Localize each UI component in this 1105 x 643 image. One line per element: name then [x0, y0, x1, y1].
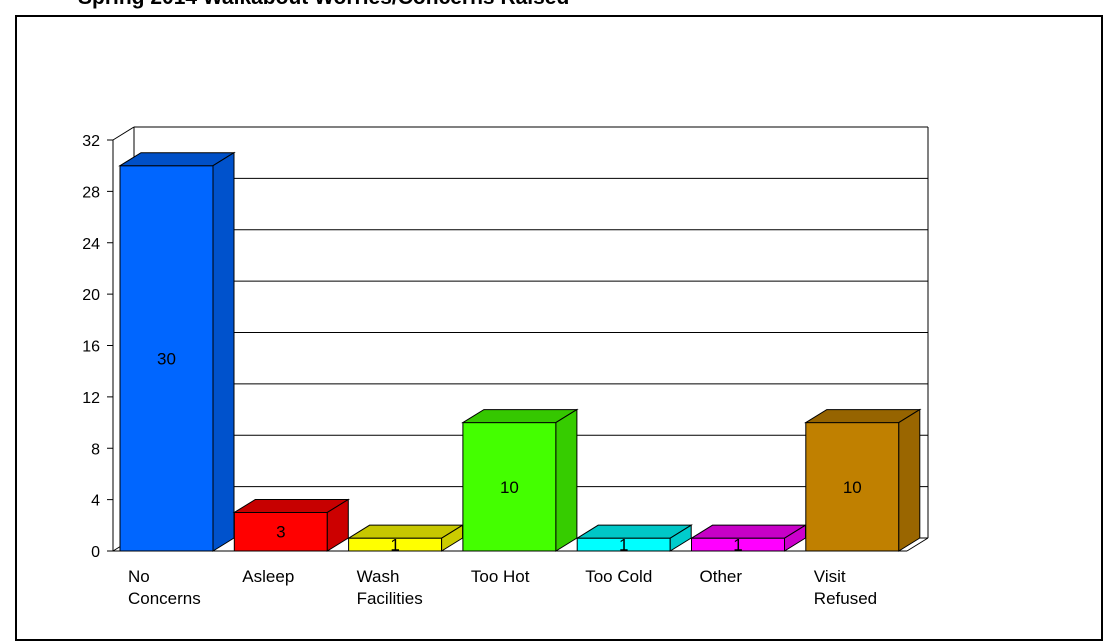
bar-front [462, 422, 557, 552]
category-label: Wash Facilities [357, 567, 423, 608]
category-label: Visit Refused [814, 567, 877, 608]
bar-value-label: 1 [619, 536, 628, 555]
category-label-line: No [128, 567, 150, 586]
chart-frame [15, 15, 1103, 641]
floor-right-depth [906, 537, 929, 552]
category-label: Too Hot [471, 567, 530, 586]
bar-side [898, 408, 921, 552]
y-tick-label: 16 [82, 339, 100, 356]
y-tick-label: 8 [91, 441, 100, 458]
category-label-line: Facilities [357, 589, 423, 608]
category-label-line: Visit [814, 567, 846, 586]
y-tick-label: 28 [82, 184, 100, 201]
y-tick-label: 32 [82, 133, 100, 150]
category-label-line: Too Cold [585, 567, 652, 586]
bars [118, 151, 922, 552]
category-label-line: Too Hot [471, 567, 530, 586]
y-tick-label: 0 [91, 544, 100, 561]
category-label: Other [700, 567, 743, 586]
category-label: No Concerns [128, 567, 201, 608]
y-tick-label: 12 [82, 390, 100, 407]
category-label-line: Concerns [128, 589, 201, 608]
chart-title: Spring 2014 Walkabout Worries/Concerns R… [78, 0, 569, 10]
bar-value-label: 10 [843, 478, 862, 497]
bar-value-label: 10 [500, 478, 519, 497]
bar-front [233, 511, 328, 552]
bar-value-label: 1 [390, 536, 399, 555]
y-tick-label: 20 [82, 287, 100, 304]
axis-top-depth [112, 126, 135, 141]
category-label-line: Asleep [242, 567, 294, 586]
y-tick-label: 4 [91, 493, 100, 510]
category-label-line: Wash [357, 567, 400, 586]
category-label: Asleep [242, 567, 294, 586]
labels: 0 4 8 12 16 20 24 28 32 30 No Concerns 3 Asleep 1 Wash F… [82, 133, 877, 608]
bar-side [212, 151, 235, 552]
category-label: Too Cold [585, 567, 652, 586]
category-label-line: Refused [814, 589, 877, 608]
y-tick-label: 24 [82, 236, 100, 253]
bar-value-label: 30 [157, 349, 176, 368]
bar-side [555, 408, 578, 552]
bar-value-label: 3 [276, 523, 285, 542]
bar-value-label: 1 [733, 536, 742, 555]
category-label-line: Other [700, 567, 743, 586]
